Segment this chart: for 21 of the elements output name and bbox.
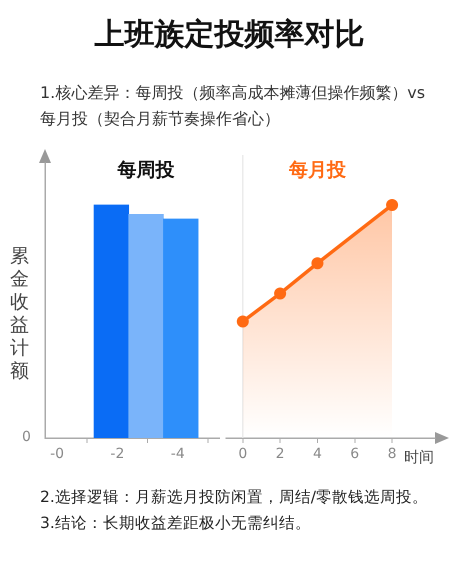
text: 3.结论：长期收益差距极小无需纠结。 <box>40 513 312 534</box>
series-label: 每周投 <box>116 158 176 181</box>
chart-subtitle: 1.核心差异：每周投（频率高成本摊薄但操作频繁）vs每月投（契合月薪节奏操作省心） <box>40 82 426 130</box>
point <box>386 198 398 211</box>
y-axis-title: 累金收益计额 <box>10 245 30 383</box>
x-tick-label: -2 <box>110 446 124 462</box>
text: 每月投 <box>288 158 347 181</box>
text: 0 <box>22 429 31 445</box>
point <box>236 315 249 328</box>
x-tick-label: 0 <box>238 446 248 462</box>
x-tick-label: -4 <box>170 446 185 462</box>
x-tick-label: 6 <box>350 446 360 462</box>
x-tick-label: 2 <box>276 446 285 462</box>
x-tick-label: -0 <box>50 446 64 462</box>
text: 2.选择逻辑：月薪选月投防闲置，周结/零散钱选周投。 <box>40 487 430 508</box>
x-axis-title: 时间 <box>404 448 434 467</box>
x-tick-label: 8 <box>388 446 397 462</box>
x-tick-label: 4 <box>312 446 322 462</box>
point <box>311 257 324 270</box>
point <box>274 288 286 300</box>
chart-title: 上班族定投频率对比 <box>94 16 366 54</box>
